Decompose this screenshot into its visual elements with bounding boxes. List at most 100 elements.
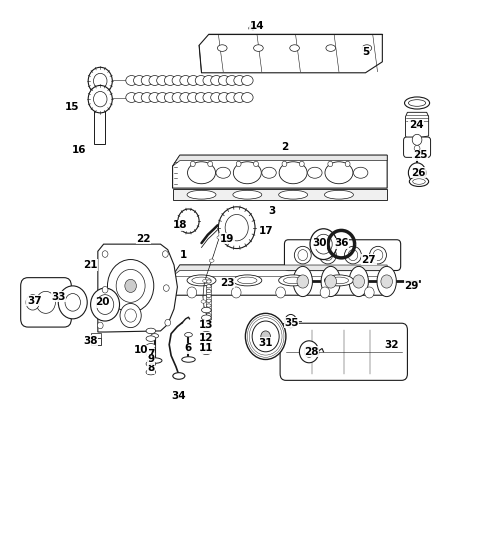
Circle shape xyxy=(107,259,153,312)
Circle shape xyxy=(36,291,55,314)
Ellipse shape xyxy=(156,76,168,86)
Ellipse shape xyxy=(125,76,137,86)
Circle shape xyxy=(408,163,425,183)
Circle shape xyxy=(102,251,108,257)
Ellipse shape xyxy=(369,246,386,264)
Text: 3: 3 xyxy=(268,206,275,216)
Circle shape xyxy=(299,341,318,363)
Ellipse shape xyxy=(146,343,155,349)
Ellipse shape xyxy=(147,358,162,363)
Ellipse shape xyxy=(404,97,429,109)
Ellipse shape xyxy=(146,336,155,341)
Circle shape xyxy=(163,285,169,291)
Polygon shape xyxy=(98,244,177,332)
Circle shape xyxy=(88,67,112,95)
Ellipse shape xyxy=(292,267,312,296)
Circle shape xyxy=(102,286,108,293)
Ellipse shape xyxy=(210,93,222,103)
Ellipse shape xyxy=(215,167,230,178)
Ellipse shape xyxy=(146,361,155,367)
Ellipse shape xyxy=(218,76,229,86)
Ellipse shape xyxy=(206,314,211,317)
Circle shape xyxy=(314,234,332,254)
Ellipse shape xyxy=(195,76,206,86)
Ellipse shape xyxy=(206,285,211,288)
Polygon shape xyxy=(172,265,386,276)
Text: 38: 38 xyxy=(83,336,98,346)
Circle shape xyxy=(322,250,332,261)
Ellipse shape xyxy=(289,45,299,51)
Ellipse shape xyxy=(206,299,211,302)
Ellipse shape xyxy=(319,246,335,264)
Text: 2: 2 xyxy=(280,142,287,152)
FancyBboxPatch shape xyxy=(280,323,407,380)
Ellipse shape xyxy=(187,93,199,103)
Ellipse shape xyxy=(324,275,353,286)
Circle shape xyxy=(282,161,286,167)
Ellipse shape xyxy=(408,177,428,187)
Polygon shape xyxy=(172,155,386,166)
Circle shape xyxy=(364,287,373,298)
Circle shape xyxy=(297,250,307,261)
Ellipse shape xyxy=(253,45,263,51)
Ellipse shape xyxy=(141,76,152,86)
Circle shape xyxy=(253,161,258,167)
Text: 13: 13 xyxy=(198,320,213,331)
Ellipse shape xyxy=(180,76,191,86)
Text: 25: 25 xyxy=(412,150,426,160)
Text: 31: 31 xyxy=(258,338,272,348)
Text: 29: 29 xyxy=(403,281,418,291)
Text: 35: 35 xyxy=(284,318,298,328)
Circle shape xyxy=(352,275,364,288)
FancyBboxPatch shape xyxy=(21,278,71,327)
Text: 32: 32 xyxy=(384,339,398,349)
Text: 10: 10 xyxy=(134,345,148,355)
Ellipse shape xyxy=(206,280,211,283)
Circle shape xyxy=(260,331,270,342)
Ellipse shape xyxy=(237,277,257,284)
Ellipse shape xyxy=(180,93,191,103)
Circle shape xyxy=(284,315,296,328)
Circle shape xyxy=(162,251,168,257)
FancyBboxPatch shape xyxy=(284,240,400,270)
Circle shape xyxy=(372,250,382,261)
Text: 4: 4 xyxy=(247,23,255,33)
Text: 16: 16 xyxy=(72,145,87,155)
Text: 7: 7 xyxy=(147,349,154,359)
Ellipse shape xyxy=(206,309,211,312)
Text: 9: 9 xyxy=(147,354,154,364)
Ellipse shape xyxy=(325,45,335,51)
Text: 5: 5 xyxy=(361,47,368,57)
Circle shape xyxy=(120,304,141,328)
Ellipse shape xyxy=(307,167,321,178)
Ellipse shape xyxy=(283,277,302,284)
Text: 22: 22 xyxy=(136,233,151,243)
Ellipse shape xyxy=(133,93,145,103)
Circle shape xyxy=(97,322,103,329)
Ellipse shape xyxy=(164,76,176,86)
Ellipse shape xyxy=(187,162,215,184)
Circle shape xyxy=(96,295,114,315)
Ellipse shape xyxy=(216,236,221,239)
Circle shape xyxy=(245,314,285,359)
Ellipse shape xyxy=(226,93,237,103)
Circle shape xyxy=(327,161,332,167)
Polygon shape xyxy=(172,189,386,200)
Ellipse shape xyxy=(209,259,213,262)
Text: 28: 28 xyxy=(303,347,318,357)
Circle shape xyxy=(116,269,145,302)
Ellipse shape xyxy=(172,93,183,103)
Ellipse shape xyxy=(241,93,253,103)
Polygon shape xyxy=(172,265,386,295)
Ellipse shape xyxy=(201,307,211,313)
Ellipse shape xyxy=(278,190,307,199)
Ellipse shape xyxy=(156,93,168,103)
Ellipse shape xyxy=(376,267,395,296)
Ellipse shape xyxy=(233,76,245,86)
Ellipse shape xyxy=(206,294,211,298)
Ellipse shape xyxy=(187,275,215,286)
Bar xyxy=(91,338,101,344)
Ellipse shape xyxy=(201,349,211,354)
Ellipse shape xyxy=(202,93,214,103)
Circle shape xyxy=(26,295,39,310)
